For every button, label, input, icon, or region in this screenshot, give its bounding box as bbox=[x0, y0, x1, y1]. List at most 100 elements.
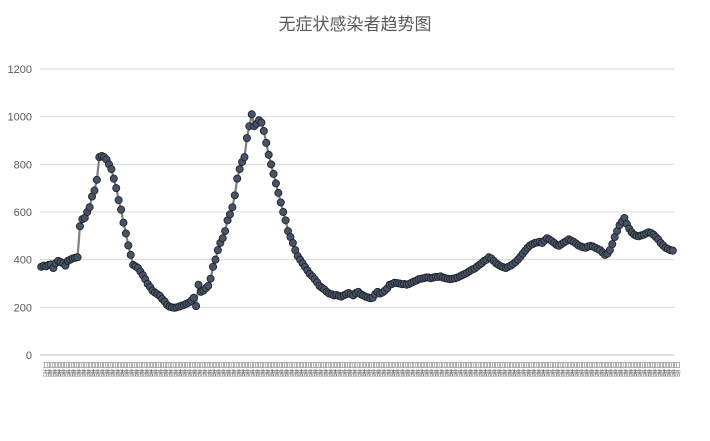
data-point bbox=[85, 203, 94, 212]
data-point bbox=[90, 186, 99, 195]
x-tick-label: 日期 bbox=[347, 361, 356, 377]
x-tick-label: 日期 bbox=[517, 361, 526, 377]
x-tick-label: 日期 bbox=[304, 361, 313, 377]
y-tick-label: 200 bbox=[14, 302, 32, 314]
x-tick-label: 日期 bbox=[115, 361, 124, 377]
x-tick-label: 日期 bbox=[144, 361, 153, 377]
data-point bbox=[608, 240, 617, 249]
data-point bbox=[242, 134, 251, 143]
x-tick-label: 日期 bbox=[618, 361, 627, 377]
x-tick-label: 日期 bbox=[667, 361, 676, 377]
x-tick-label: 日期 bbox=[178, 361, 187, 377]
x-tick-label: 日期 bbox=[575, 361, 584, 377]
x-tick-label: 日期 bbox=[560, 361, 569, 377]
data-point bbox=[121, 229, 130, 238]
x-tick-label: 日期 bbox=[546, 361, 555, 377]
data-point bbox=[119, 218, 128, 227]
x-tick-label: 日期 bbox=[647, 361, 656, 377]
data-point bbox=[225, 210, 234, 219]
x-tick-label: 日期 bbox=[333, 361, 342, 377]
x-tick-label: 日期 bbox=[507, 361, 516, 377]
x-tick-label: 日期 bbox=[521, 361, 530, 377]
x-tick-label: 日期 bbox=[458, 361, 467, 377]
y-tick-label: 400 bbox=[14, 255, 32, 267]
y-tick-label: 800 bbox=[14, 159, 32, 171]
data-point bbox=[107, 165, 116, 174]
data-point bbox=[211, 255, 220, 264]
x-tick-label: 日期 bbox=[158, 361, 167, 377]
x-tick-label: 日期 bbox=[202, 361, 211, 377]
x-tick-label: 日期 bbox=[599, 361, 608, 377]
x-tick-label: 日期 bbox=[212, 361, 221, 377]
x-tick-label: 日期 bbox=[608, 361, 617, 377]
x-tick-label: 日期 bbox=[47, 361, 56, 377]
x-tick-label: 日期 bbox=[168, 361, 177, 377]
y-tick-label: 0 bbox=[26, 350, 32, 362]
x-tick-label: 日期 bbox=[76, 361, 85, 377]
x-tick-label: 日期 bbox=[71, 361, 80, 377]
x-tick-label: 日期 bbox=[594, 361, 603, 377]
x-tick-label: 日期 bbox=[221, 361, 230, 377]
x-tick-label: 日期 bbox=[313, 361, 322, 377]
data-point bbox=[194, 280, 203, 289]
x-tick-label: 日期 bbox=[449, 361, 458, 377]
x-tick-label: 日期 bbox=[52, 361, 61, 377]
data-point bbox=[92, 175, 101, 184]
x-tick-label: 日期 bbox=[275, 361, 284, 377]
x-tick-label: 日期 bbox=[289, 361, 298, 377]
x-tick-label: 日期 bbox=[260, 361, 269, 377]
x-tick-label: 日期 bbox=[255, 361, 264, 377]
x-tick-label: 日期 bbox=[66, 361, 75, 377]
data-point bbox=[117, 205, 126, 214]
x-tick-label: 日期 bbox=[434, 361, 443, 377]
x-tick-label: 日期 bbox=[57, 361, 66, 377]
x-tick-label: 日期 bbox=[652, 361, 661, 377]
x-tick-label: 日期 bbox=[337, 361, 346, 377]
x-tick-label: 日期 bbox=[357, 361, 366, 377]
data-point bbox=[279, 207, 288, 216]
x-tick-label: 日期 bbox=[110, 361, 119, 377]
x-tick-label: 日期 bbox=[270, 361, 279, 377]
x-tick-label: 日期 bbox=[468, 361, 477, 377]
x-tick-label: 日期 bbox=[391, 361, 400, 377]
x-tick-label: 日期 bbox=[129, 361, 138, 377]
x-tick-label: 日期 bbox=[536, 361, 545, 377]
x-tick-label: 日期 bbox=[124, 361, 133, 377]
x-tick-label: 日期 bbox=[584, 361, 593, 377]
x-tick-label: 日期 bbox=[342, 361, 351, 377]
data-point bbox=[271, 179, 280, 188]
x-tick-label: 日期 bbox=[207, 361, 216, 377]
series-line bbox=[40, 114, 674, 309]
x-tick-label: 日期 bbox=[420, 361, 429, 377]
data-point bbox=[247, 110, 256, 119]
data-point bbox=[209, 262, 218, 271]
x-tick-label: 日期 bbox=[454, 361, 463, 377]
data-point bbox=[288, 238, 297, 247]
x-tick-label: 日期 bbox=[371, 361, 380, 377]
x-tick-label: 日期 bbox=[541, 361, 550, 377]
x-tick-label: 日期 bbox=[42, 361, 51, 377]
data-point bbox=[126, 250, 135, 259]
x-tick-label: 日期 bbox=[565, 361, 574, 377]
x-tick-label: 日期 bbox=[134, 361, 143, 377]
x-tick-label: 日期 bbox=[633, 361, 642, 377]
x-tick-label: 日期 bbox=[163, 361, 172, 377]
data-point bbox=[281, 216, 290, 225]
x-tick-label: 日期 bbox=[531, 361, 540, 377]
data-point bbox=[206, 274, 215, 283]
data-point bbox=[204, 281, 213, 290]
x-tick-label: 日期 bbox=[86, 361, 95, 377]
x-tick-label: 日期 bbox=[231, 361, 240, 377]
x-tick-label: 日期 bbox=[154, 361, 163, 377]
x-tick-label: 日期 bbox=[183, 361, 192, 377]
x-tick-label: 日期 bbox=[613, 361, 622, 377]
x-tick-label: 日期 bbox=[318, 361, 327, 377]
x-tick-label: 日期 bbox=[62, 361, 71, 377]
data-point bbox=[75, 222, 84, 231]
x-tick-label: 日期 bbox=[642, 361, 651, 377]
data-point bbox=[269, 169, 278, 178]
x-tick-label: 日期 bbox=[579, 361, 588, 377]
x-tick-label: 日期 bbox=[308, 361, 317, 377]
x-tick-label: 日期 bbox=[637, 361, 646, 377]
data-point bbox=[189, 293, 198, 302]
